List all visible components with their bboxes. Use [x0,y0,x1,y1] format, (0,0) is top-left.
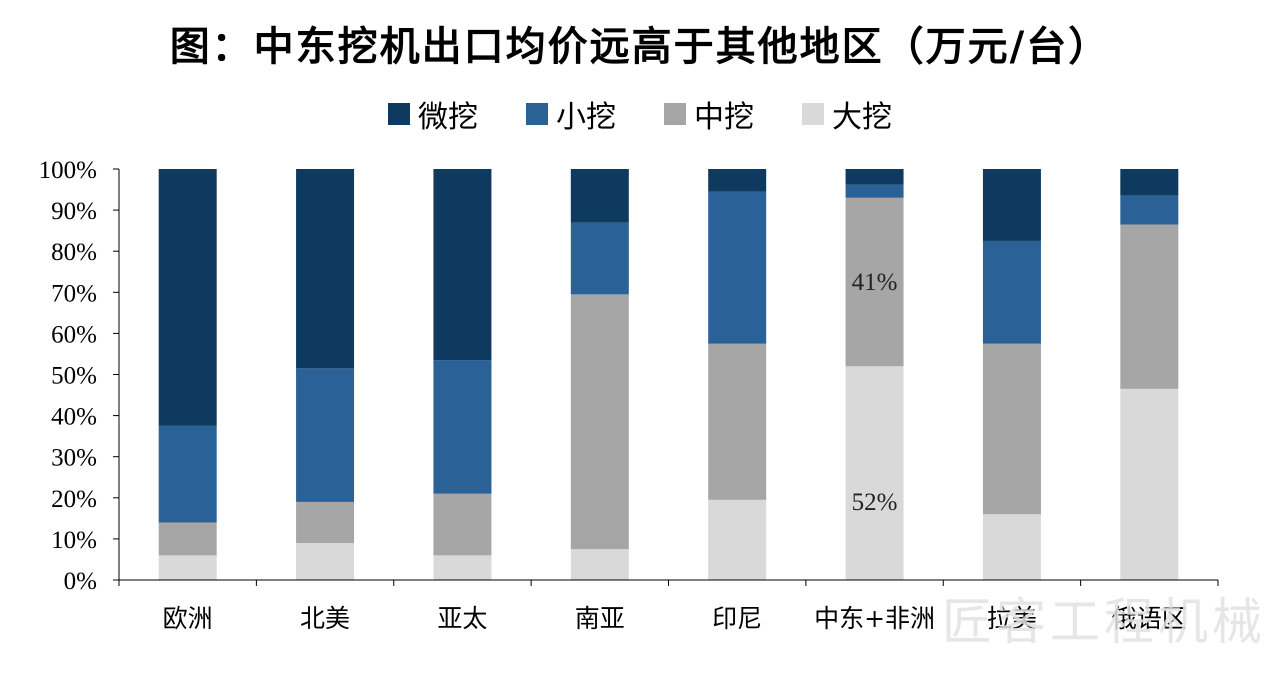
bar-segment [845,169,904,185]
legend-item: 大挖 [802,92,892,136]
legend-swatch [388,103,410,125]
x-tick-label: 印尼 [712,604,762,633]
x-tick-label: 亚太 [437,604,487,633]
legend-item: 微挖 [388,92,478,136]
bar-segment [845,184,904,198]
bar-segment [296,169,355,369]
bar-segment [296,501,355,544]
legend-swatch [802,103,824,125]
bar-segment [982,169,1041,241]
data-label: 52% [852,489,898,516]
bar-segment [1120,224,1179,389]
x-tick-label: 拉美 [987,604,1037,633]
bar-segment [296,368,355,502]
x-tick-label: 俄语区 [1112,604,1187,633]
data-label: 41% [852,269,898,296]
bar-segment [845,366,904,580]
legend-swatch [526,103,548,125]
bar-segment [158,425,217,523]
bar-segment [570,222,629,295]
bar-segment [982,240,1041,344]
y-tick-label: 30% [51,445,97,472]
legend: 微挖 小挖 中挖 大挖 [0,92,1280,136]
y-tick-label: 60% [51,321,97,348]
y-tick-label: 20% [51,486,97,513]
y-tick-label: 40% [51,404,97,431]
chart-title: 图：中东挖机出口均价远高于其他地区（万元/台） [169,24,1111,70]
y-tick-label: 70% [51,280,97,307]
x-tick-label: 南亚 [575,604,625,633]
bar-segment [982,514,1041,580]
bar-segment [570,169,629,223]
legend-label: 中挖 [694,100,754,135]
legend-swatch [664,103,686,125]
y-tick-label: 10% [51,527,97,554]
bar-segment [158,522,217,556]
y-tick-label: 50% [51,363,97,390]
y-tick-label: 0% [64,568,97,595]
y-tick-label: 100% [39,157,97,184]
bar-segment [708,169,767,192]
bar-segment [296,543,355,580]
legend-label: 大挖 [832,100,892,135]
y-tick-label: 90% [51,198,97,225]
y-tick-label: 80% [51,239,97,266]
legend-label: 小挖 [556,100,616,135]
bar-segment [433,169,492,361]
bar-segment [1120,195,1179,225]
x-tick-label: 中东+非洲 [814,604,935,633]
x-tick-label: 欧洲 [163,604,213,633]
bar-segment [845,197,904,367]
bar-segment [708,499,767,580]
bar-segment [570,294,629,550]
legend-item: 小挖 [526,92,616,136]
bar-segment [433,360,492,494]
bar-segment [982,343,1041,515]
legend-item: 中挖 [664,92,754,136]
bar-segment [158,169,217,426]
bar-segment [708,343,767,500]
bar-segment [1120,388,1179,580]
bar-segment [433,493,492,556]
legend-label: 微挖 [418,100,478,135]
bar-segment [433,555,492,580]
bar-segment [570,549,629,580]
x-tick-label: 北美 [300,604,350,633]
bar-segment [158,555,217,580]
bar-segment [708,191,767,344]
bar-segment [1120,169,1179,196]
